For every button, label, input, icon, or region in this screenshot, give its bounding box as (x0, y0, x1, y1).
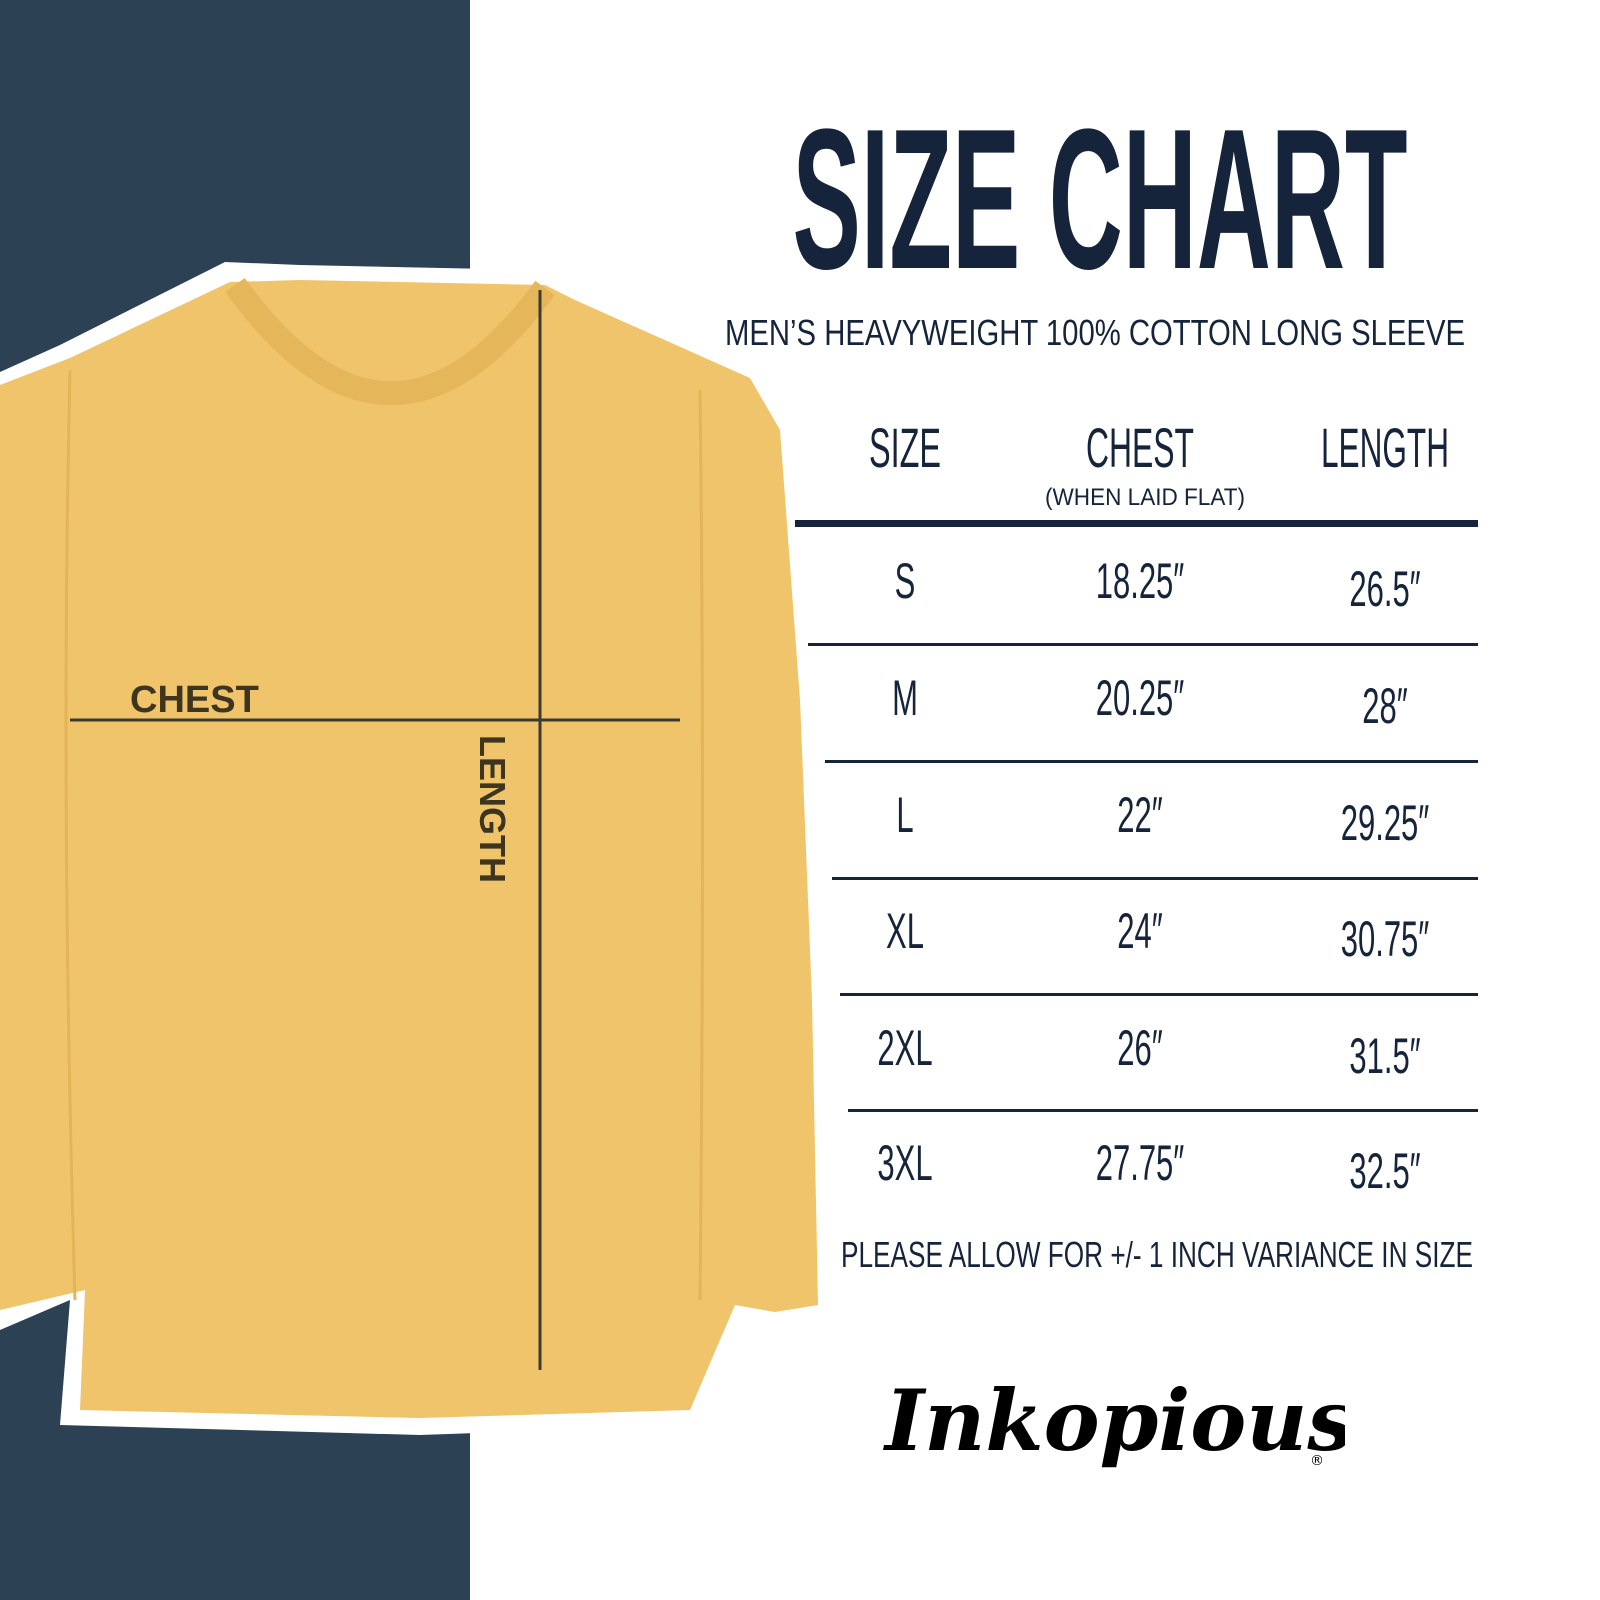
cell-length: 31.5″ (1349, 1028, 1420, 1084)
cell-length: 26.5″ (1349, 561, 1420, 617)
header-divider (795, 520, 1478, 527)
length-label: LENGTH (472, 735, 513, 883)
size-chart-panel: SIZE CHART MEN’S HEAVYWEIGHT 100% COTTON… (725, 88, 1473, 1275)
sleeve-seam-right (698, 389, 704, 1301)
header-chest: CHEST (1086, 416, 1194, 479)
header-size: SIZE (869, 416, 941, 479)
header-length: LENGTH (1321, 416, 1449, 479)
subtitle: MEN’S HEAVYWEIGHT 100% COTTON LONG SLEEV… (725, 312, 1465, 353)
row-divider (840, 993, 1478, 996)
cell-length: 28″ (1362, 678, 1407, 734)
cell-chest: 26″ (1117, 1020, 1162, 1076)
cell-size: L (896, 787, 913, 843)
page-title: SIZE CHART (793, 88, 1408, 311)
shirt-body (0, 280, 818, 1418)
cell-chest: 22″ (1117, 787, 1162, 843)
svg-text:®: ® (1310, 1453, 1324, 1469)
row-divider (832, 877, 1478, 880)
shirt-collar (225, 277, 555, 406)
variance-note: PLEASE ALLOW FOR +/- 1 INCH VARIANCE IN … (841, 1234, 1473, 1275)
row-divider (825, 760, 1478, 763)
svg-text:Inkopious: Inkopious (883, 1371, 1345, 1470)
shirt-diagram: CHEST LENGTH (0, 277, 818, 1418)
brand-logo: Inkopious ® (883, 1371, 1345, 1470)
size-table-body: S 18.25″ 26.5″ M 20.25″ 28″ L 22″ 29.25″ XL 24″ 30.… (877, 553, 1429, 1199)
header-chest-note: (WHEN LAID FLAT) (1045, 484, 1245, 511)
cell-chest: 20.25″ (1096, 670, 1185, 726)
cell-size: M (892, 670, 918, 726)
sleeve-seam-left (64, 369, 77, 1301)
cell-chest: 24″ (1117, 903, 1162, 959)
cell-chest: 18.25″ (1096, 553, 1185, 609)
cell-length: 30.75″ (1341, 911, 1430, 967)
cell-size: 3XL (877, 1135, 932, 1191)
chest-label: CHEST (130, 679, 259, 721)
cell-size: S (895, 553, 916, 609)
cell-length: 29.25″ (1341, 795, 1430, 851)
cell-chest: 27.75″ (1096, 1135, 1185, 1191)
row-divider (808, 643, 1478, 646)
cell-size: XL (886, 903, 924, 959)
cell-size: 2XL (877, 1020, 932, 1076)
cell-length: 32.5″ (1349, 1143, 1420, 1199)
row-divider (848, 1109, 1478, 1112)
